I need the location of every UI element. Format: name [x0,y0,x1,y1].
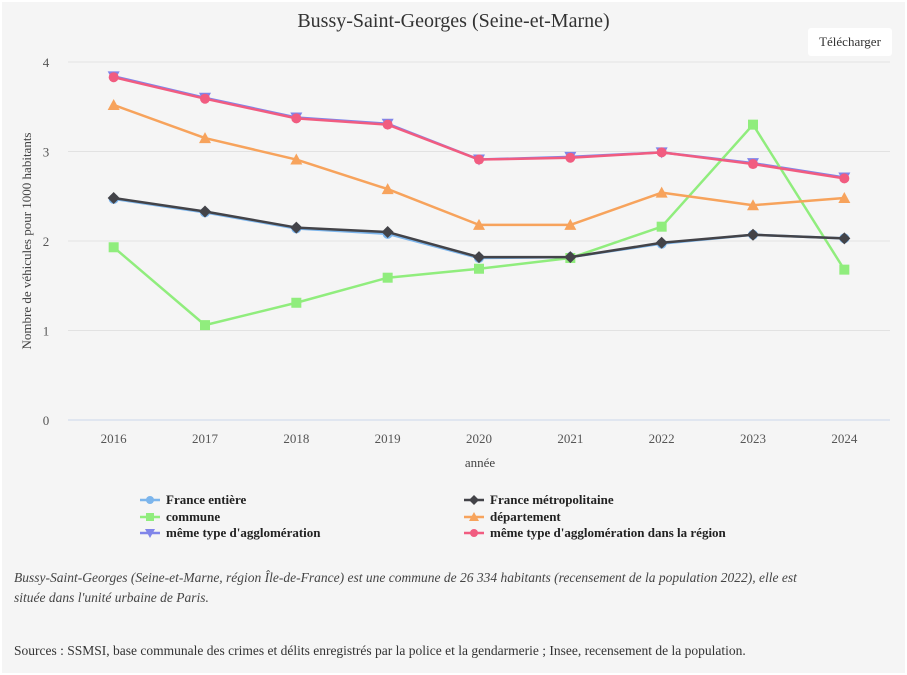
y-axis-label: Nombre de véhicules pour 1000 habitants [19,133,34,350]
legend-label: même type d'agglomération dans la région [490,525,726,540]
x-axis-ticks: 2016 2017 2018 2019 2020 2021 2022 2023 2024 [101,431,858,446]
data-point[interactable] [291,297,302,308]
x-axis-label: année [465,455,496,470]
legend-item[interactable]: commune [140,509,220,525]
data-point[interactable] [564,218,577,230]
x-tick-label: 2020 [466,431,492,446]
data-point[interactable] [382,119,393,130]
triangle-marker-icon [464,512,484,521]
data-point[interactable] [108,72,119,83]
data-point[interactable] [381,183,394,195]
series-group [107,71,851,331]
data-point[interactable] [200,320,210,331]
data-point[interactable] [748,159,758,170]
data-point[interactable] [656,147,667,158]
data-point[interactable] [838,232,851,245]
data-point[interactable] [473,251,485,264]
circle-marker-icon [140,496,160,504]
legend-item[interactable]: même type d'agglomération [140,525,321,541]
triangle-down-marker-icon [140,529,160,538]
commune-description: Bussy-Saint-Georges (Seine-et-Marne, rég… [14,570,797,605]
y-tick-label: 0 [43,413,50,428]
series-m-me-type-d-agglom-ration [107,71,851,184]
data-point[interactable] [474,154,484,165]
data-point[interactable] [839,173,850,184]
data-point[interactable] [656,221,667,232]
y-tick-label: 3 [43,145,50,160]
data-point[interactable] [107,192,120,205]
data-point[interactable] [565,152,576,163]
data-point[interactable] [107,98,120,110]
legend-symbol [469,495,479,505]
chart-title: Bussy-Saint-Georges (Seine-et-Marne) [297,10,610,32]
data-point[interactable] [290,153,303,165]
y-tick-label: 2 [43,234,50,249]
series-m-me-type-d-agglom-ration-dans-la-r-gion [108,72,850,184]
legend-symbol [470,529,478,537]
x-tick-label: 2018 [283,431,309,446]
legend-symbol [146,513,154,521]
sources-text: Sources : SSMSI, base communale des crim… [14,643,746,658]
data-point[interactable] [290,221,303,234]
diamond-marker-icon [464,495,484,505]
x-tick-label: 2016 [101,431,128,446]
legend-item[interactable]: même type d'agglomération dans la région [464,525,726,541]
data-point[interactable] [655,236,668,249]
legend-label: même type d'agglomération [166,525,321,540]
legend-item[interactable]: France entière [140,492,246,508]
download-button[interactable]: Télécharger [808,28,892,56]
legend-label: département [490,509,561,524]
x-tick-label: 2019 [375,431,401,446]
legend-label: commune [166,509,221,524]
grid-lines [68,61,890,421]
y-tick-label: 4 [43,55,50,70]
data-point[interactable] [199,205,211,218]
legend-item[interactable]: France métropolitaine [464,492,614,508]
legend-symbol [146,496,154,504]
data-point[interactable] [382,272,393,283]
x-tick-label: 2024 [831,431,858,446]
x-tick-label: 2017 [192,431,219,446]
data-point[interactable] [200,93,210,104]
y-axis-ticks: 0 1 2 3 4 [43,55,50,428]
data-point[interactable] [291,113,302,124]
square-marker-icon [140,513,160,521]
x-tick-label: 2022 [649,431,675,446]
y-tick-label: 1 [43,324,50,339]
x-tick-label: 2021 [557,431,583,446]
data-point[interactable] [747,199,759,211]
legend-item[interactable]: département [464,509,561,525]
data-point[interactable] [838,192,851,204]
data-point[interactable] [473,218,485,230]
data-point[interactable] [564,251,577,264]
series-france-m-tropolitaine [107,192,851,264]
legend-symbol [145,529,155,538]
legend-symbol [469,512,479,521]
data-point[interactable] [199,132,211,144]
data-point[interactable] [474,263,484,274]
data-point[interactable] [108,242,119,253]
data-point[interactable] [747,228,759,241]
series-d-partement [107,98,851,230]
data-point[interactable] [381,226,394,239]
circle-marker-icon [464,529,484,537]
x-tick-label: 2023 [740,431,766,446]
data-point[interactable] [655,186,668,198]
legend-label: France entière [166,492,247,507]
legend-label: France métropolitaine [490,492,614,507]
data-point[interactable] [839,264,850,275]
data-point[interactable] [748,119,758,130]
